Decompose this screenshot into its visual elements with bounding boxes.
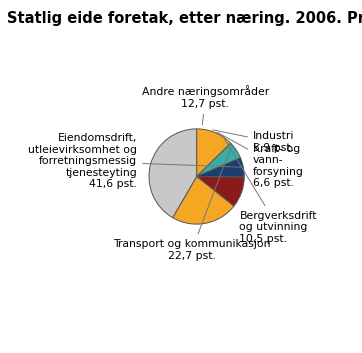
Text: Bergverksdrift
og utvinning
10,5 pst.: Bergverksdrift og utvinning 10,5 pst. (223, 137, 317, 244)
Text: Kraft- og
vann-
forsyning
6,6 pst.: Kraft- og vann- forsyning 6,6 pst. (217, 132, 304, 189)
Text: Statlig eide foretak, etter næring. 2006. Prosent: Statlig eide foretak, etter næring. 2006… (7, 11, 362, 25)
Text: Industri
5,9 pst.: Industri 5,9 pst. (212, 130, 294, 153)
Text: Andre næringsområder
12,7 pst.: Andre næringsområder 12,7 pst. (142, 85, 269, 125)
Wedge shape (197, 143, 240, 176)
Wedge shape (149, 129, 197, 218)
Wedge shape (197, 158, 244, 177)
Wedge shape (197, 129, 231, 176)
Wedge shape (173, 176, 234, 224)
Wedge shape (197, 176, 244, 206)
Text: Transport og kommunikasjon
22,7 pst.: Transport og kommunikasjon 22,7 pst. (113, 146, 271, 261)
Text: Eiendomsdrift,
utleievirksomhet og
forretningsmessig
tjenesteyting
41,6 pst.: Eiendomsdrift, utleievirksomhet og forre… (28, 133, 242, 190)
